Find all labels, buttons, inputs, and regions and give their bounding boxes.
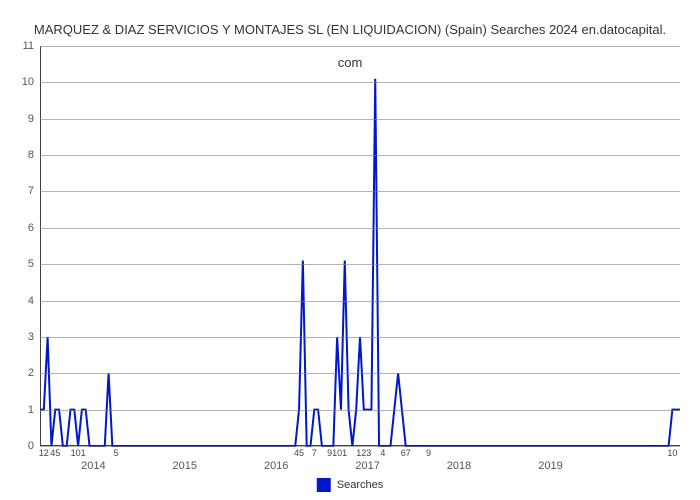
gridline: [40, 301, 680, 302]
x-major-label: 2016: [264, 446, 288, 472]
x-minor-label: 101: [71, 446, 86, 458]
x-minor-label: 12: [39, 446, 49, 458]
x-major-label: 2019: [538, 446, 562, 472]
y-tick-label: 11: [8, 40, 40, 52]
y-tick-label: 3: [8, 331, 40, 343]
legend-label: Searches: [337, 479, 383, 491]
gridline: [40, 46, 680, 47]
gridline: [40, 228, 680, 229]
x-minor-label: 45: [50, 446, 60, 458]
legend-swatch: [317, 478, 331, 492]
x-minor-label: 67: [401, 446, 411, 458]
x-minor-label: 9101: [327, 446, 347, 458]
y-tick-label: 1: [8, 404, 40, 416]
y-tick-label: 4: [8, 295, 40, 307]
plot-area: 0123456789101120142015201620172018201912…: [40, 46, 680, 446]
x-minor-label: 10: [667, 446, 677, 458]
x-minor-label: 7: [312, 446, 317, 458]
y-tick-label: 2: [8, 367, 40, 379]
y-tick-label: 9: [8, 113, 40, 125]
y-tick-label: 10: [8, 76, 40, 88]
x-major-label: 2015: [173, 446, 197, 472]
x-minor-label: 45: [294, 446, 304, 458]
gridline: [40, 119, 680, 120]
y-tick-label: 6: [8, 222, 40, 234]
gridline: [40, 410, 680, 411]
gridline: [40, 155, 680, 156]
x-major-label: 2018: [447, 446, 471, 472]
x-minor-label: 9: [426, 446, 431, 458]
x-minor-label: 5: [114, 446, 119, 458]
legend: Searches: [317, 478, 383, 492]
series-line: [40, 79, 680, 446]
y-tick-label: 8: [8, 149, 40, 161]
x-minor-label: 4: [380, 446, 385, 458]
y-tick-label: 7: [8, 185, 40, 197]
gridline: [40, 82, 680, 83]
title-line-1: MARQUEZ & DIAZ SERVICIOS Y MONTAJES SL (…: [34, 22, 666, 37]
x-minor-label: 123: [356, 446, 371, 458]
y-tick-label: 0: [8, 440, 40, 452]
gridline: [40, 264, 680, 265]
gridline: [40, 337, 680, 338]
gridline: [40, 373, 680, 374]
gridline: [40, 191, 680, 192]
series-line-layer: [40, 46, 680, 446]
y-tick-label: 5: [8, 258, 40, 270]
